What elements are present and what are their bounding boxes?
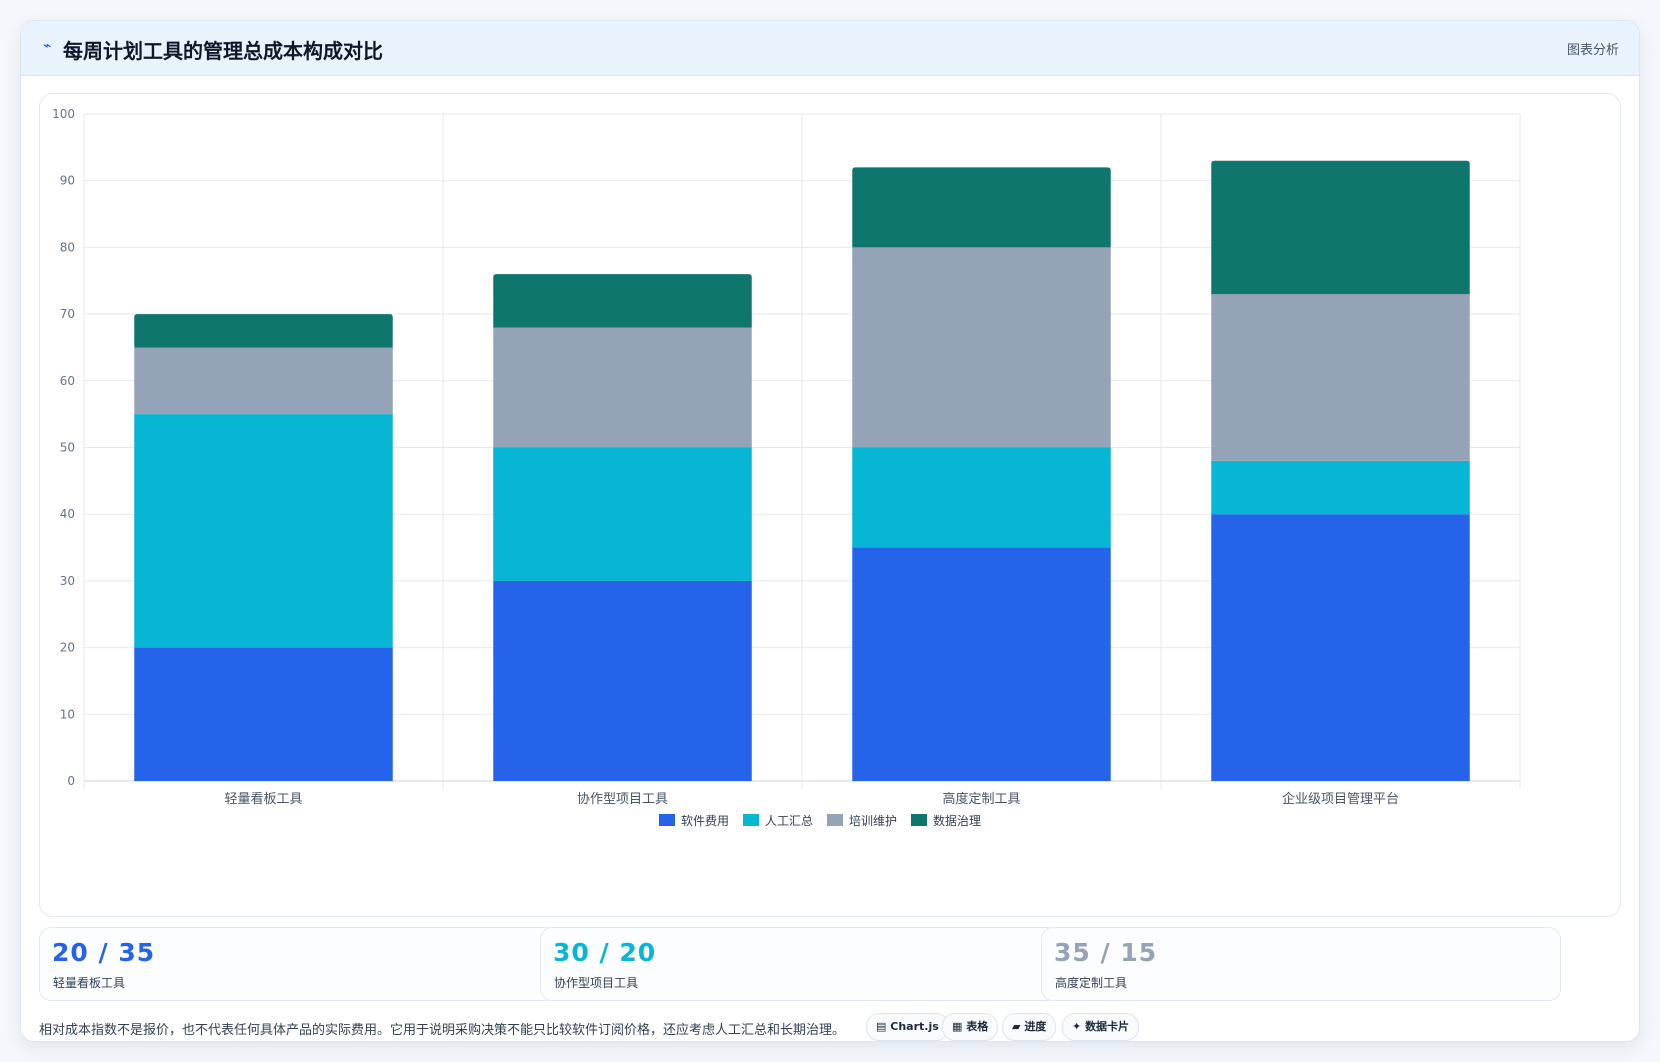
chart-card: ⌁ 每周计划工具的管理总成本构成对比 图表分析 0 10 20 30 40 50 60 70 8… — [20, 20, 1640, 1042]
y-tick-label: 40 — [60, 507, 75, 521]
bar-segment — [1211, 460, 1470, 515]
bar-segment — [134, 414, 393, 648]
legend-label: 软件费用 — [681, 814, 729, 828]
bar-segment — [134, 347, 393, 415]
tag-label: 数据卡片 — [1085, 1020, 1130, 1033]
bar-segment — [852, 167, 1111, 248]
tag-label: 进度 — [1024, 1020, 1047, 1033]
x-tick-label: 企业级项目管理平台 — [1282, 791, 1399, 807]
y-tick-label: 70 — [60, 307, 75, 321]
tag-label: Chart.js — [890, 1020, 939, 1033]
legend-swatch — [743, 814, 759, 826]
legend-swatch — [659, 814, 675, 826]
stat-value-3: 35 / 15 — [1054, 938, 1158, 967]
bar-segment — [1211, 514, 1470, 781]
bar-segment — [852, 247, 1111, 448]
stacked-bar-chart: 0 10 20 30 40 50 60 70 80 90 100 轻量看板工具 协作型项目工具 高度定制工… — [52, 107, 1521, 828]
x-tick-label: 协作型项目工具 — [577, 792, 668, 807]
table-icon: ▦ — [952, 1020, 963, 1033]
x-tick-label: 高度定制工具 — [942, 791, 1020, 807]
y-tick-label: 20 — [60, 641, 75, 655]
stat-label-1: 轻量看板工具 — [53, 976, 126, 990]
y-tick-label: 30 — [60, 574, 75, 588]
bar-segment — [1211, 160, 1470, 295]
stat-label-2: 协作型项目工具 — [554, 976, 639, 990]
y-tick-label: 0 — [67, 774, 75, 788]
y-tick-label: 90 — [60, 174, 75, 188]
footnote: 相对成本指数不是报价，也不代表任何具体产品的实际费用。它用于说明采购决策不能只比… — [39, 1023, 846, 1038]
bar-segment — [134, 647, 393, 781]
bar-segment — [493, 274, 752, 328]
bar-segment — [493, 327, 752, 448]
legend-label: 数据治理 — [933, 813, 981, 828]
bar-segment — [1211, 294, 1470, 461]
header-tag: 图表分析 — [1566, 43, 1619, 58]
tag-data-card[interactable]: ✦ 数据卡片 — [1062, 1013, 1140, 1041]
y-tick-label: 60 — [60, 374, 75, 388]
y-tick-label: 50 — [60, 441, 75, 455]
tag-progress[interactable]: ▰ 进度 — [1002, 1013, 1057, 1041]
legend-label: 人工汇总 — [765, 814, 813, 828]
bar-segment — [493, 580, 752, 781]
stat-value-2: 30 / 20 — [553, 938, 657, 967]
chart-icon: ▤ — [876, 1020, 887, 1033]
legend-swatch — [911, 814, 927, 826]
wave-icon: ⌁ — [43, 38, 52, 54]
card-header: ⌁ 每周计划工具的管理总成本构成对比 图表分析 — [21, 21, 1639, 76]
chart-container: 0 10 20 30 40 50 60 70 80 90 100 轻量看板工具 协作型项目工具 高度定制工… — [39, 93, 1621, 917]
y-tick-label: 100 — [52, 107, 75, 121]
bar-segment — [852, 447, 1111, 548]
tag-label: 表格 — [966, 1020, 989, 1033]
stat-value-1: 20 / 35 — [52, 938, 156, 967]
sparkle-icon: ✦ — [1072, 1020, 1082, 1033]
stat-card-2: 30 / 20 协作型项目工具 — [540, 927, 1060, 1001]
progress-icon: ▰ — [1012, 1020, 1021, 1033]
stat-card-3: 35 / 15 高度定制工具 — [1041, 927, 1561, 1001]
y-tick-label: 10 — [60, 707, 75, 721]
stat-label-3: 高度定制工具 — [1055, 976, 1128, 990]
x-tick-label: 轻量看板工具 — [224, 791, 302, 807]
bar-segment — [134, 314, 393, 348]
bar-segment — [493, 447, 752, 581]
bar-segment — [852, 547, 1111, 781]
chart-title: 每周计划工具的管理总成本构成对比 — [63, 39, 383, 63]
legend-label: 培训维护 — [849, 813, 897, 828]
stat-card-1: 20 / 35 轻量看板工具 — [39, 927, 559, 1001]
legend-swatch — [827, 814, 843, 826]
y-tick-label: 80 — [60, 240, 75, 254]
tag-chartjs[interactable]: ▤ Chart.js — [866, 1013, 949, 1041]
tag-table[interactable]: ▦ 表格 — [942, 1013, 999, 1041]
